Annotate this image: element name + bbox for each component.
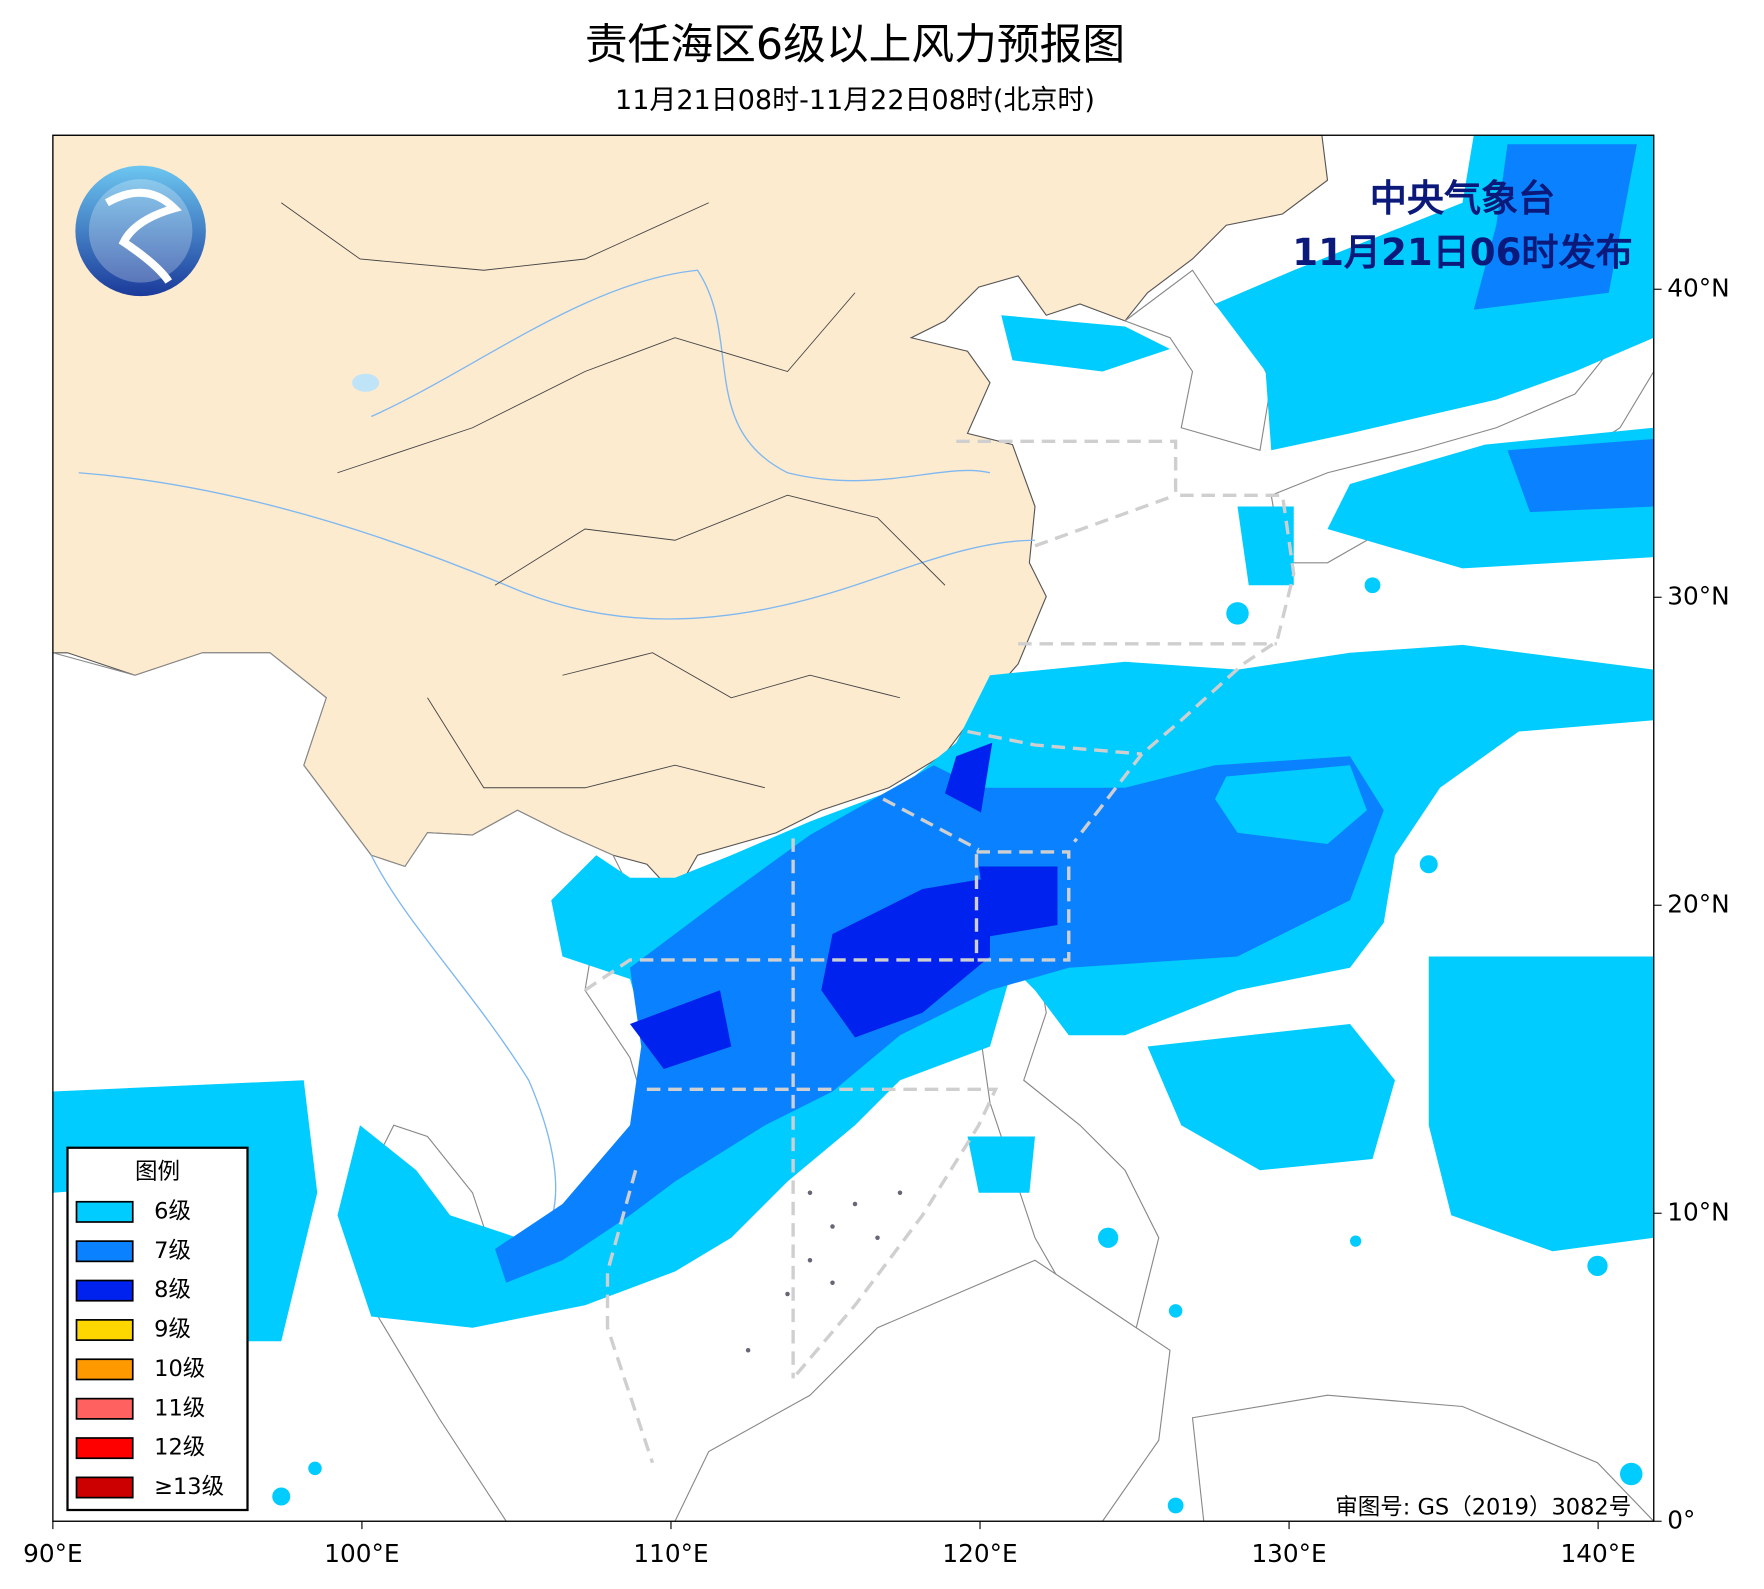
map-frame xyxy=(52,134,1655,1522)
islands xyxy=(745,1190,903,1353)
y-tick-label: 0° xyxy=(1667,1505,1695,1534)
logo xyxy=(75,165,206,297)
legend-label: 10级 xyxy=(154,1356,205,1382)
y-tick-label: 40°N xyxy=(1667,273,1729,302)
y-tick-label: 10°N xyxy=(1667,1197,1729,1226)
x-tick-label: 110°E xyxy=(633,1539,708,1568)
y-tick-label: 20°N xyxy=(1667,889,1729,918)
legend-label: 6级 xyxy=(154,1198,191,1224)
legend-label: ≥13级 xyxy=(154,1474,224,1500)
legend-swatch xyxy=(75,1279,134,1302)
x-tick-label: 120°E xyxy=(942,1539,1017,1568)
legend-title: 图例 xyxy=(135,1159,180,1185)
sea-zones xyxy=(584,439,1296,1464)
x-tick-label: 90°E xyxy=(23,1539,83,1568)
legend-swatch xyxy=(75,1437,134,1460)
x-tick-label: 130°E xyxy=(1251,1539,1326,1568)
legend-swatch xyxy=(75,1397,134,1420)
legend-swatch xyxy=(75,1240,134,1263)
approval-number: 审图号: GS（2019）3082号 xyxy=(1335,1494,1631,1520)
legend-label: 11级 xyxy=(154,1395,205,1421)
x-tick-label: 140°E xyxy=(1560,1539,1635,1568)
legend: 图例 6级 7级 8级 9级 10级 11级 12级 ≥13级 xyxy=(66,1146,249,1512)
legend-label: 12级 xyxy=(154,1435,205,1461)
wind-areas xyxy=(52,135,1654,1514)
legend-swatch xyxy=(75,1200,134,1223)
y-tick-label: 30°N xyxy=(1667,581,1729,610)
legend-label: 7级 xyxy=(154,1238,191,1264)
issuer-time: 11月21日06时发布 xyxy=(1292,231,1632,274)
legend-label: 9级 xyxy=(154,1317,191,1343)
map-body xyxy=(52,135,1654,1522)
legend-swatch xyxy=(75,1319,134,1341)
map-title: 责任海区6级以上风力预报图 xyxy=(585,20,1125,70)
map-subtitle: 11月21日08时-11月22日08时(北京时) xyxy=(615,85,1095,116)
legend-label: 8级 xyxy=(154,1277,191,1303)
legend-swatch xyxy=(75,1358,134,1381)
legend-swatch xyxy=(75,1476,134,1499)
issuer-agency: 中央气象台 xyxy=(1370,177,1556,220)
x-tick-label: 100°E xyxy=(324,1539,399,1568)
